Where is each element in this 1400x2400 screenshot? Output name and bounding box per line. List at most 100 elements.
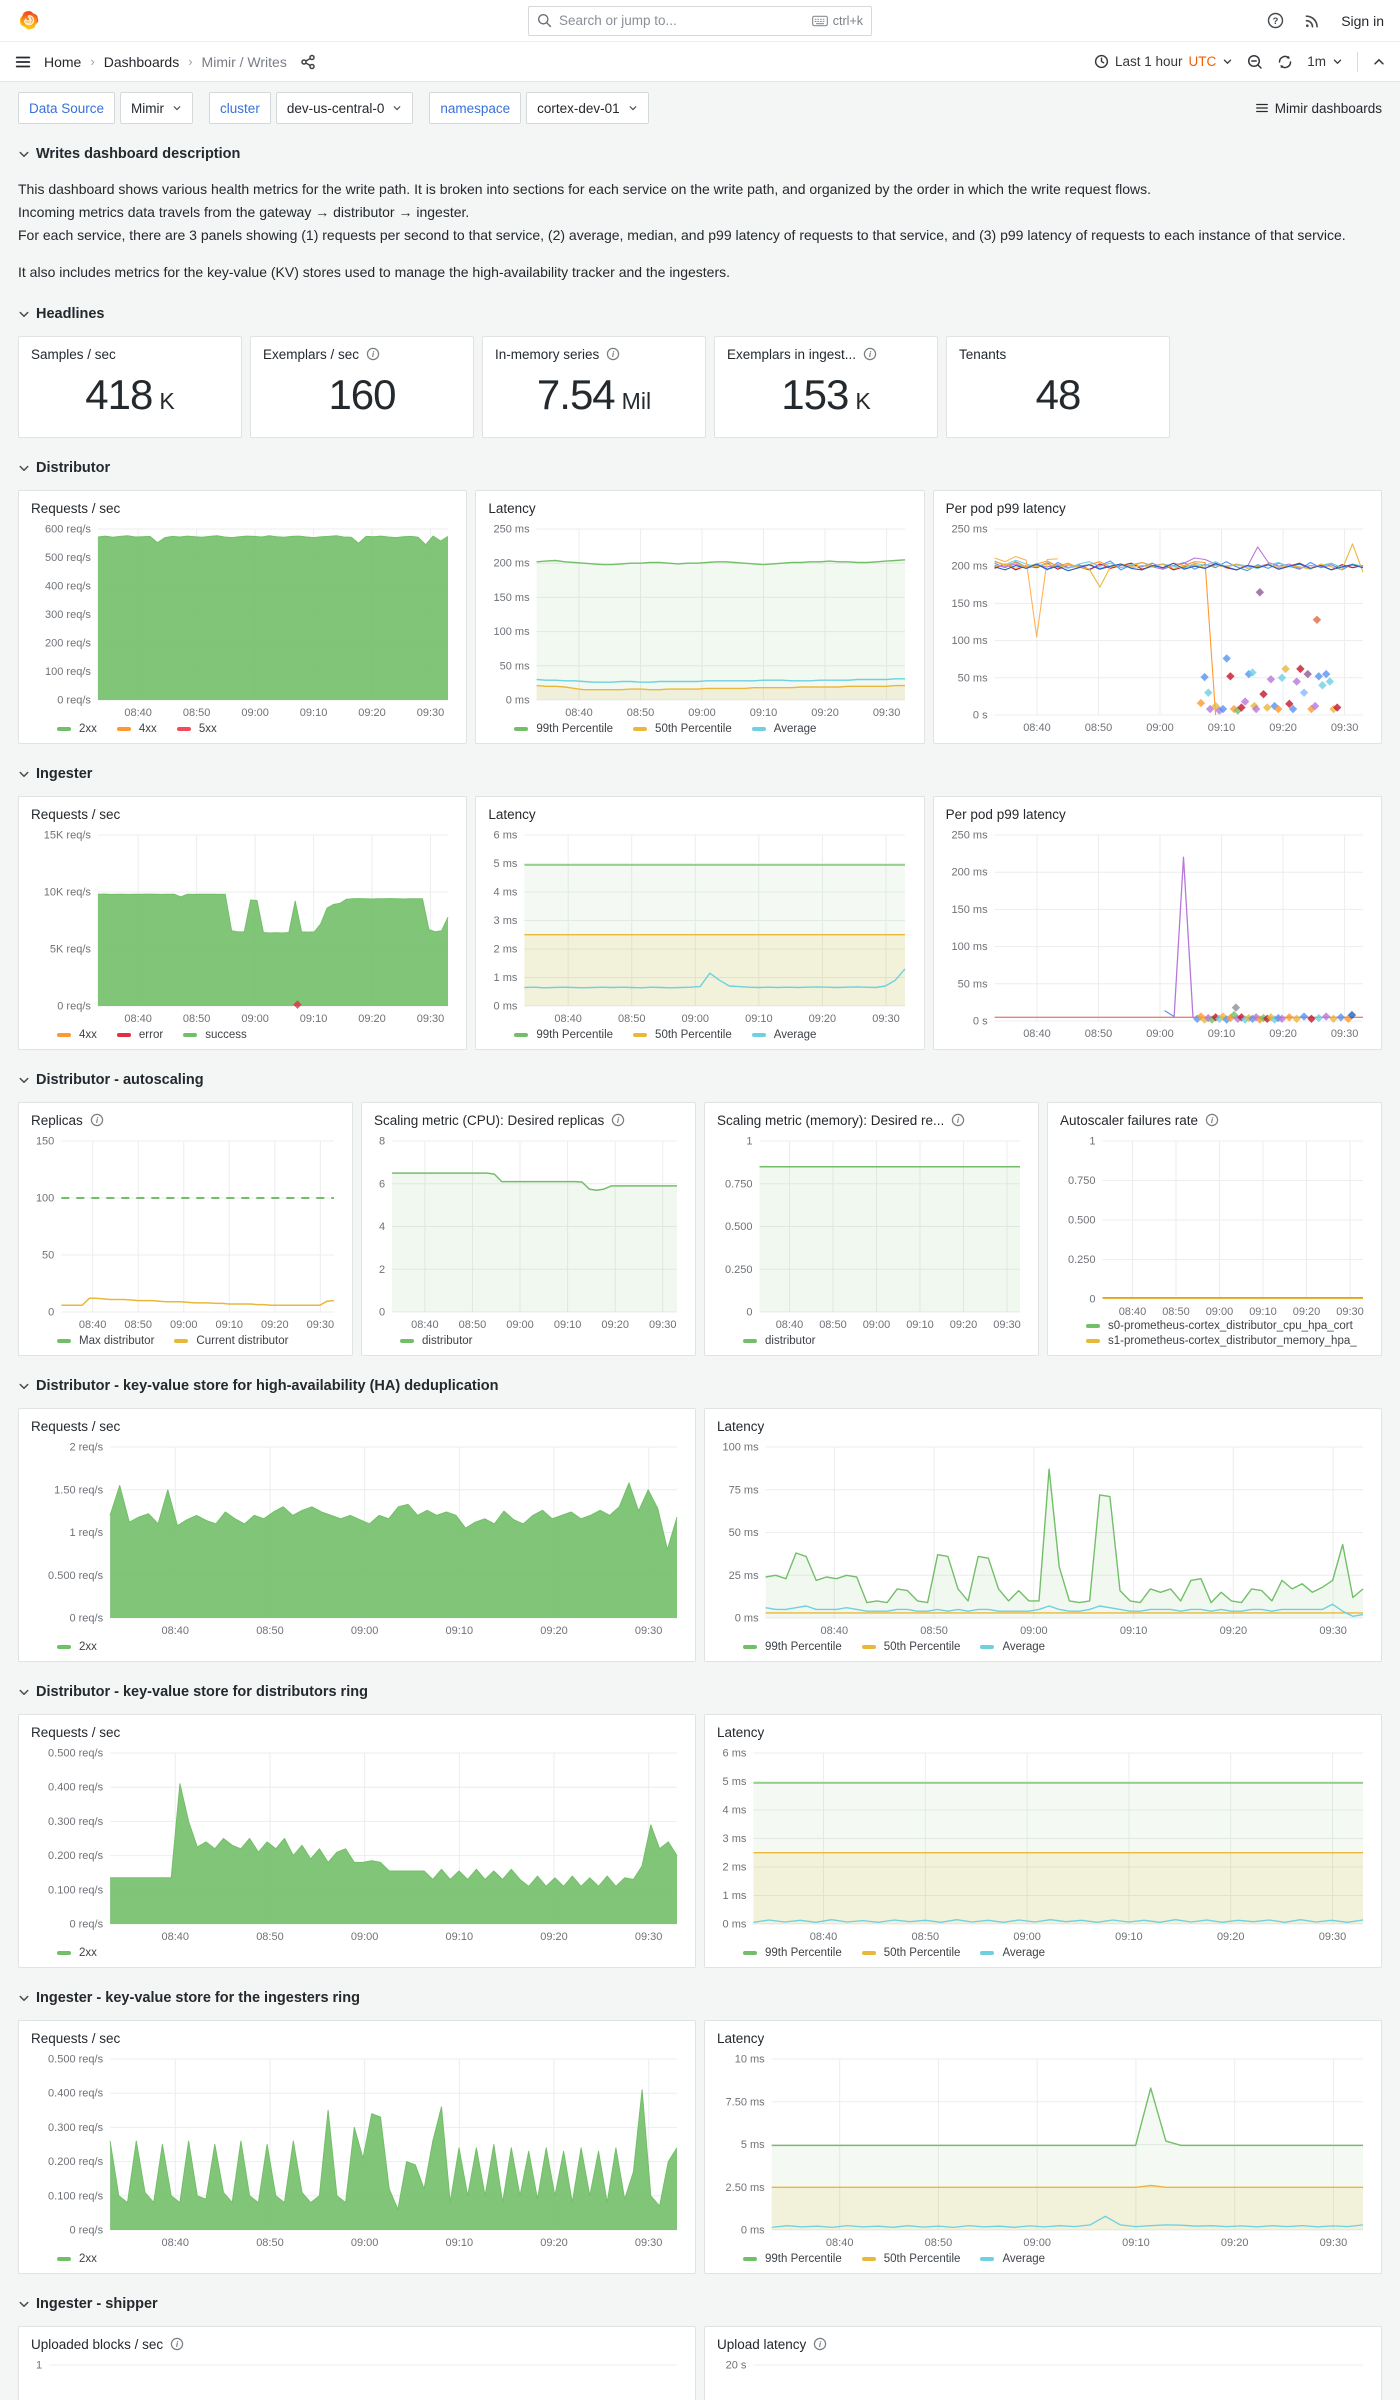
legend-item-error[interactable]: error	[116, 1029, 163, 1041]
legend-item-average[interactable]: Average	[980, 2253, 1045, 2265]
legend-item-2xx[interactable]: 2xx	[57, 1947, 97, 1959]
panel-title[interactable]: Exemplars / sec	[263, 346, 360, 362]
section-header-ingester-ring[interactable]: Ingester - key-value store for the inges…	[18, 1984, 1382, 2012]
legend-item-success[interactable]: success	[183, 1029, 247, 1041]
breadcrumb-dashboards[interactable]: Dashboards	[103, 53, 180, 70]
legend-item-50th-percentile[interactable]: 50th Percentile	[861, 1641, 960, 1653]
grafana-logo[interactable]	[16, 8, 42, 34]
panel-title[interactable]: Latency	[717, 2030, 765, 2046]
variable-value-datasource[interactable]: Mimir	[120, 92, 194, 124]
legend-item-current-distributor[interactable]: Current distributor	[174, 1335, 288, 1347]
zoom-out-time-button[interactable]	[1247, 54, 1263, 70]
legend-item-99th-percentile[interactable]: 99th Percentile	[743, 1641, 842, 1653]
legend-item-99th-percentile[interactable]: 99th Percentile	[743, 1947, 842, 1959]
legend-item-distributor[interactable]: distributor	[743, 1335, 816, 1347]
time-range-picker[interactable]: Last 1 hour UTC	[1094, 54, 1233, 69]
panel-title[interactable]: Tenants	[959, 346, 1007, 362]
search-box[interactable]: Search or jump to... ctrl+k	[528, 5, 872, 36]
legend-item-2xx[interactable]: 2xx	[57, 2253, 97, 2265]
panel-title[interactable]: Upload latency	[717, 2336, 807, 2352]
timeseries-chart[interactable]: 0 50 100 150 08:40 08:50 09:00 09:10 09:20 09:30	[31, 1131, 340, 1332]
timeseries-chart[interactable]: 20 s	[717, 2355, 1369, 2400]
mega-menu-button[interactable]	[14, 53, 32, 71]
sign-in-button[interactable]: Sign in	[1341, 12, 1384, 29]
panel-title[interactable]: Latency	[488, 806, 536, 822]
variable-value-cluster[interactable]: dev-us-central-0	[275, 92, 414, 124]
legend-item-4xx[interactable]: 4xx	[57, 1029, 97, 1041]
panel-title[interactable]: Replicas	[31, 1112, 83, 1128]
legend-item-s1-prometheus-cortex-distributor-memory-hpa[interactable]: s1-prometheus-cortex_distributor_memory_…	[1086, 1335, 1369, 1347]
legend-item-average[interactable]: Average	[751, 1029, 816, 1041]
panel-title[interactable]: Per pod p99 latency	[945, 500, 1066, 516]
legend-item-99th-percentile[interactable]: 99th Percentile	[743, 2253, 842, 2265]
legend-item-average[interactable]: Average	[980, 1641, 1045, 1653]
timeseries-chart[interactable]: 0 req/s 5K req/s 10K req/s 15K req/s 08:40 08…	[31, 825, 454, 1026]
legend-item-2xx[interactable]: 2xx	[57, 1641, 97, 1653]
timeseries-chart[interactable]: 0 req/s 0.500 req/s 1 req/s 1.50 req/s 2 req…	[31, 1437, 683, 1638]
panel-title[interactable]: Requests / sec	[31, 2030, 121, 2046]
timeseries-chart[interactable]: 0 2 4 6 8 08:40 08:50 09:00 09:10 09:20 09:30	[374, 1131, 683, 1332]
variable-value-namespace[interactable]: cortex-dev-01	[526, 92, 649, 124]
legend-item-50th-percentile[interactable]: 50th Percentile	[633, 1029, 732, 1041]
panel-title[interactable]: Per pod p99 latency	[945, 806, 1066, 822]
legend-item-2xx[interactable]: 2xx	[57, 723, 97, 735]
panel-title[interactable]: In-memory series	[495, 346, 600, 362]
share-button[interactable]	[300, 54, 316, 70]
mimir-dashboards-link[interactable]: Mimir dashboards	[1255, 101, 1382, 116]
panel-title[interactable]: Scaling metric (memory): Desired re...	[717, 1112, 945, 1128]
panel-title[interactable]: Requests / sec	[31, 1724, 121, 1740]
panel-title[interactable]: Requests / sec	[31, 1418, 121, 1434]
legend-item-5xx[interactable]: 5xx	[176, 723, 217, 735]
timeseries-chart[interactable]: 0 req/s 100 req/s 200 req/s 300 req/s 400 re…	[31, 519, 454, 720]
timeseries-chart[interactable]: 0 s 50 ms 100 ms 150 ms 200 ms 250 ms 08:40 08:…	[946, 825, 1369, 1041]
legend-item-distributor[interactable]: distributor	[400, 1335, 473, 1347]
panel-title[interactable]: Exemplars in ingest...	[727, 346, 857, 362]
timeseries-chart[interactable]: 0 0.250 0.500 0.750 1 08:40 08:50 09:00 09:10 09:…	[1060, 1131, 1369, 1319]
timeseries-chart[interactable]: 0 s 50 ms 100 ms 150 ms 200 ms 250 ms 08:40 08:…	[946, 519, 1369, 735]
section-header-description[interactable]: Writes dashboard description	[18, 140, 1382, 168]
panel-title[interactable]: Latency	[717, 1724, 765, 1740]
legend-item-max-distributor[interactable]: Max distributor	[57, 1335, 154, 1347]
section-header-ingester-shipper[interactable]: Ingester - shipper	[18, 2290, 1382, 2318]
timeseries-chart[interactable]: 0 ms 25 ms 50 ms 75 ms 100 ms 08:40 08:50 09:00…	[717, 1437, 1369, 1638]
collapse-controls-button[interactable]	[1372, 55, 1386, 69]
panel-title[interactable]: Requests / sec	[31, 500, 121, 516]
refresh-button[interactable]	[1277, 54, 1293, 70]
legend-item-99th-percentile[interactable]: 99th Percentile	[514, 1029, 613, 1041]
legend-item-50th-percentile[interactable]: 50th Percentile	[861, 2253, 960, 2265]
breadcrumb-home[interactable]: Home	[44, 53, 82, 70]
timeseries-chart[interactable]: 0 req/s 0.100 req/s 0.200 req/s 0.300 req/s…	[31, 2049, 683, 2250]
legend-item-average[interactable]: Average	[751, 723, 816, 735]
legend-item-50th-percentile[interactable]: 50th Percentile	[861, 1947, 960, 1959]
section-header-headlines[interactable]: Headlines	[18, 300, 1382, 328]
panel-title[interactable]: Latency	[488, 500, 536, 516]
panel-title[interactable]: Samples / sec	[31, 346, 116, 362]
search-input[interactable]: Search or jump to...	[559, 13, 677, 28]
panel-title[interactable]: Uploaded blocks / sec	[31, 2336, 164, 2352]
panel-title[interactable]: Latency	[717, 1418, 765, 1434]
panel-title[interactable]: Scaling metric (CPU): Desired replicas	[374, 1112, 605, 1128]
help-button[interactable]: ?	[1267, 12, 1284, 29]
news-button[interactable]	[1304, 12, 1321, 29]
panel-title[interactable]: Requests / sec	[31, 806, 121, 822]
section-header-ingester[interactable]: Ingester	[18, 760, 1382, 788]
timeseries-chart[interactable]: 0 0.250 0.500 0.750 1 08:40 08:50 09:00 09:10 09:…	[717, 1131, 1026, 1332]
timeseries-chart[interactable]: 0 ms 1 ms 2 ms 3 ms 4 ms 5 ms 6 ms 08:40 08:50 09…	[488, 825, 911, 1026]
timeseries-chart[interactable]: 0 ms 2.50 ms 5 ms 7.50 ms 10 ms 08:40 08:50 09:…	[717, 2049, 1369, 2250]
section-header-distributor[interactable]: Distributor	[18, 454, 1382, 482]
timeseries-chart[interactable]: 1	[31, 2355, 683, 2400]
legend-item-average[interactable]: Average	[980, 1947, 1045, 1959]
legend-label: 2xx	[79, 723, 97, 735]
legend-item-s0-prometheus-cortex-distributor-cpu-hpa-cort[interactable]: s0-prometheus-cortex_distributor_cpu_hpa…	[1086, 1320, 1369, 1332]
timeseries-chart[interactable]: 0 req/s 0.100 req/s 0.200 req/s 0.300 req/s…	[31, 1743, 683, 1944]
section-header-distributor-autoscaling[interactable]: Distributor - autoscaling	[18, 1066, 1382, 1094]
timeseries-chart[interactable]: 0 ms 1 ms 2 ms 3 ms 4 ms 5 ms 6 ms 08:40 08:50 09…	[717, 1743, 1369, 1944]
legend-item-50th-percentile[interactable]: 50th Percentile	[633, 723, 732, 735]
panel-title[interactable]: Autoscaler failures rate	[1060, 1112, 1199, 1128]
section-header-distributor-ring[interactable]: Distributor - key-value store for distri…	[18, 1678, 1382, 1706]
legend-item-99th-percentile[interactable]: 99th Percentile	[514, 723, 613, 735]
section-header-distributor-ha-dedupe[interactable]: Distributor - key-value store for high-a…	[18, 1372, 1382, 1400]
refresh-interval-picker[interactable]: 1m	[1307, 54, 1343, 69]
legend-item-4xx[interactable]: 4xx	[116, 723, 157, 735]
timeseries-chart[interactable]: 0 ms 50 ms 100 ms 150 ms 200 ms 250 ms 08:40 08…	[488, 519, 911, 720]
